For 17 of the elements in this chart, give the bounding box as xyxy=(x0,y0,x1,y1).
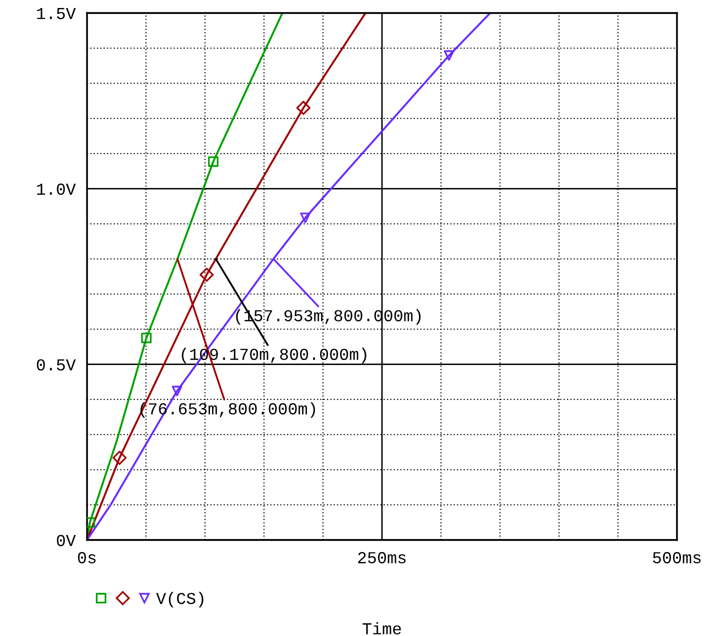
point xyxy=(112,450,127,465)
legend-label: V(CS) xyxy=(156,592,204,608)
x-axis-title: Time xyxy=(362,622,401,634)
point xyxy=(200,268,214,282)
point xyxy=(444,50,454,61)
x-tick-label: 0s xyxy=(78,552,96,564)
point xyxy=(300,212,311,224)
x-tick-label: 250ms xyxy=(358,552,406,564)
x-tick-label: 500ms xyxy=(653,552,701,564)
point xyxy=(172,386,182,396)
point xyxy=(208,156,218,167)
y-tick-label: 1.0V xyxy=(37,184,76,195)
y-tick-label: 1.5V xyxy=(37,8,76,20)
point xyxy=(141,332,152,344)
y-tick-label: 0.5V xyxy=(36,359,76,371)
point xyxy=(296,100,310,115)
y-tick-label: 0V xyxy=(56,534,76,546)
